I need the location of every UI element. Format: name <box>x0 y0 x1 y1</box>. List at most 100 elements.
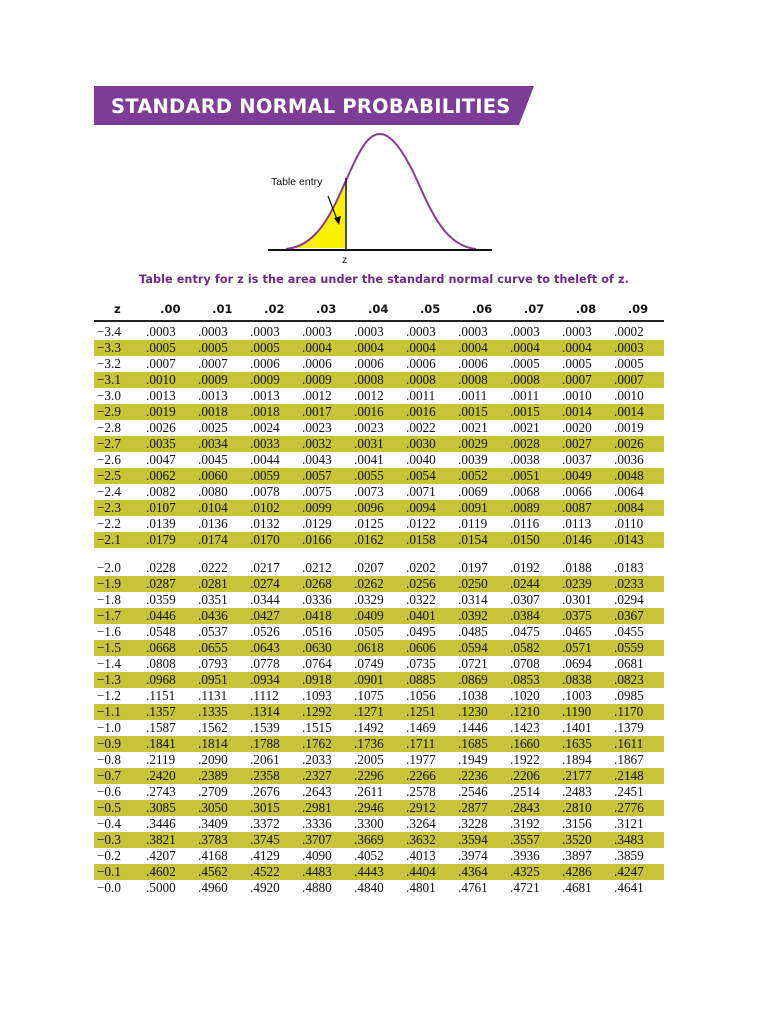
probability-cell: .0336 <box>302 592 332 607</box>
probability-cell: .0239 <box>562 576 592 591</box>
probability-cell: .1210 <box>510 704 540 719</box>
probability-cell: .4522 <box>250 864 280 879</box>
probability-cell: .0048 <box>614 468 644 483</box>
z-value-cell: −2.5 <box>97 468 121 483</box>
z-value-cell: −3.1 <box>97 372 121 387</box>
probability-cell: .0004 <box>458 340 488 355</box>
probability-cell: .0217 <box>250 560 280 575</box>
probability-cell: .0505 <box>354 624 384 639</box>
probability-cell: .0027 <box>562 436 592 451</box>
table-entry-label: Table entry <box>271 176 323 188</box>
probability-cell: .0040 <box>406 452 436 467</box>
probability-cell: .0132 <box>250 516 280 531</box>
probability-cell: .0084 <box>614 500 644 515</box>
probability-cell: .0016 <box>406 404 436 419</box>
table-row: −0.5 .3085 .3050 .3015 .2981 .2946 .2912 .2877.… <box>94 800 664 816</box>
probability-cell: .1949 <box>458 752 488 767</box>
z-value-cell: −3.4 <box>97 324 121 339</box>
probability-cell: .3594 <box>458 832 488 847</box>
probability-cell: .1515 <box>302 720 332 735</box>
banner-shape <box>94 86 534 125</box>
probability-cell: .3336 <box>302 816 332 831</box>
probability-cell: .0030 <box>406 436 436 451</box>
probability-cell: .1335 <box>198 704 228 719</box>
probability-cell: .0233 <box>614 576 644 591</box>
probability-cell: .1977 <box>406 752 436 767</box>
probability-cell: .0793 <box>198 656 228 671</box>
probability-cell: .0143 <box>614 532 644 547</box>
probability-cell: .0170 <box>250 532 280 547</box>
probability-cell: .0080 <box>198 484 228 499</box>
probability-cell: .0015 <box>510 404 540 419</box>
z-value-cell: −1.7 <box>97 608 121 623</box>
z-table: z .00 .01 .02 .03 .04 .05 .06 .07 .08 .0… <box>94 298 664 896</box>
probability-cell: .0004 <box>406 340 436 355</box>
probability-cell: .4681 <box>562 880 592 895</box>
probability-cell: .0013 <box>146 388 176 403</box>
probability-cell: .0047 <box>146 452 176 467</box>
probability-cell: .4801 <box>406 880 436 895</box>
probability-cell: .0668 <box>146 640 176 655</box>
probability-cell: .2546 <box>458 784 488 799</box>
probability-cell: .0150 <box>510 532 540 547</box>
probability-cell: .2358 <box>250 768 280 783</box>
table-row: −0.0 .5000 .4960 .4920 .4880 .4840 .4801 .4761.… <box>94 880 664 896</box>
probability-cell: .1131 <box>198 688 228 703</box>
probability-cell: .0367 <box>614 608 644 623</box>
probability-cell: .0188 <box>562 560 592 575</box>
probability-cell: .0113 <box>562 516 592 531</box>
probability-cell: .0003 <box>146 324 176 339</box>
probability-cell: .0004 <box>562 340 592 355</box>
probability-cell: .0125 <box>354 516 384 531</box>
probability-cell: .1230 <box>458 704 488 719</box>
probability-cell: .1788 <box>250 736 280 751</box>
probability-cell: .0075 <box>302 484 332 499</box>
probability-cell: .1736 <box>354 736 384 751</box>
probability-cell: .3632 <box>406 832 436 847</box>
probability-cell: .2090 <box>198 752 228 767</box>
probability-cell: .0003 <box>510 324 540 339</box>
probability-cell: .2810 <box>562 800 592 815</box>
header-cell: .05 <box>419 302 441 316</box>
probability-cell: .3446 <box>146 816 176 831</box>
z-value-cell: −1.0 <box>97 720 121 735</box>
page-title: STANDARD NORMAL PROBABILITIES <box>111 95 511 118</box>
z-value-cell: −0.9 <box>97 736 121 751</box>
probability-cell: .2981 <box>302 800 332 815</box>
probability-cell: .0041 <box>354 452 384 467</box>
probability-cell: .0060 <box>198 468 228 483</box>
probability-cell: .0034 <box>198 436 228 451</box>
table-row: −1.7 .0446 .0436 .0427 .0418 .0409 .0401 .0392.… <box>94 608 664 624</box>
probability-cell: .1075 <box>354 688 384 703</box>
probability-cell: .1841 <box>146 736 176 751</box>
probability-cell: .0594 <box>458 640 488 655</box>
z-value-cell: −0.1 <box>97 864 121 879</box>
probability-cell: .0749 <box>354 656 384 671</box>
table-row: −0.3 .3821 .3783 .3745 .3707 .3669 .3632 .3594.… <box>94 832 664 848</box>
probability-cell: .0069 <box>458 484 488 499</box>
probability-cell: .4920 <box>250 880 280 895</box>
probability-cell: .0014 <box>562 404 592 419</box>
probability-cell: .0606 <box>406 640 436 655</box>
probability-cell: .3228 <box>458 816 488 831</box>
probability-cell: .0016 <box>354 404 384 419</box>
probability-cell: .0005 <box>562 356 592 371</box>
probability-cell: .0314 <box>458 592 488 607</box>
table-row: −1.8 .0359 .0351 .0344 .0336 .0329 .0322 .0314.… <box>94 592 664 608</box>
probability-cell: .0192 <box>510 560 540 575</box>
probability-cell: .3050 <box>198 800 228 815</box>
table-row: −1.6 .0548 .0537 .0526 .0516 .0505 .0495 .0485.… <box>94 624 664 640</box>
probability-cell: .0022 <box>406 420 436 435</box>
probability-cell: .0244 <box>510 576 540 591</box>
probability-cell: .3121 <box>614 816 644 831</box>
probability-cell: .0202 <box>406 560 436 575</box>
probability-cell: .0006 <box>354 356 384 371</box>
probability-cell: .2236 <box>458 768 488 783</box>
probability-cell: .0294 <box>614 592 644 607</box>
bell-curve-line <box>285 132 477 250</box>
probability-cell: .0019 <box>146 404 176 419</box>
probability-cell: .2776 <box>614 800 644 815</box>
probability-cell: .1038 <box>458 688 488 703</box>
probability-cell: .3015 <box>250 800 280 815</box>
probability-cell: .0375 <box>562 608 592 623</box>
